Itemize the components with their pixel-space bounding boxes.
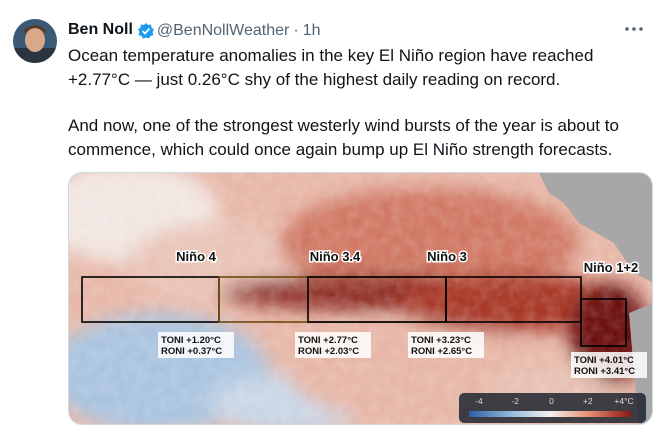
- stat-box: [158, 332, 234, 358]
- separator: ·: [293, 22, 299, 39]
- paragraph: Ocean temperature anomalies in the key E…: [68, 44, 619, 91]
- roni-label: RONI +3.41°C: [574, 366, 635, 377]
- roni-label: RONI +0.37°C: [161, 346, 222, 357]
- toni-label: TONI +2.77°C: [298, 335, 358, 346]
- map-image[interactable]: Niño 4 TONI +1.20°C RONI +0.37°C Niño 3.4 TO…: [68, 172, 653, 425]
- author-handle[interactable]: @BenNollWeather: [156, 22, 290, 39]
- text-line: And now, one of the strongest westerly w…: [68, 116, 619, 135]
- region-label: Niño 3: [427, 249, 467, 264]
- colorbar-label: +2: [583, 396, 593, 406]
- region-label: Niño 1+2: [584, 260, 639, 275]
- text-line: commence, which could once again bump up…: [68, 139, 613, 159]
- stat-box: [408, 332, 484, 358]
- verified-badge: [137, 23, 154, 39]
- toni-label: TONI +1.20°C: [161, 335, 221, 346]
- colorbar-label: +4°C: [614, 396, 633, 406]
- text-line: Ocean temperature anomalies in the key E…: [68, 46, 594, 65]
- roni-label: RONI +2.65°C: [411, 346, 472, 357]
- toni-label: TONI +3.23°C: [411, 335, 471, 346]
- nino12-box: [580, 298, 627, 347]
- colorbar-label: -2: [511, 396, 519, 406]
- avatar[interactable]: [12, 18, 58, 64]
- text-line: +2.77°C — just 0.26°C shy of the highest…: [68, 69, 561, 89]
- region-label: Niño 3.4: [310, 249, 361, 264]
- colorbar-label: 0: [549, 396, 554, 406]
- region-label: Niño 4: [176, 249, 216, 264]
- toni-label: TONI +4.01°C: [574, 355, 634, 366]
- colorbar-label: -4: [475, 396, 483, 406]
- stat-box: [571, 352, 647, 378]
- paragraph: And now, one of the strongest westerly w…: [68, 114, 619, 161]
- tweet-text: Ocean temperature anomalies in the key E…: [68, 44, 619, 184]
- more-menu[interactable]: [624, 24, 644, 34]
- stat-box: [295, 332, 371, 358]
- timestamp[interactable]: 1h: [302, 22, 321, 39]
- colorbar: [469, 411, 631, 417]
- roni-label: RONI +2.03°C: [298, 346, 359, 357]
- author-name[interactable]: Ben Noll: [68, 21, 133, 38]
